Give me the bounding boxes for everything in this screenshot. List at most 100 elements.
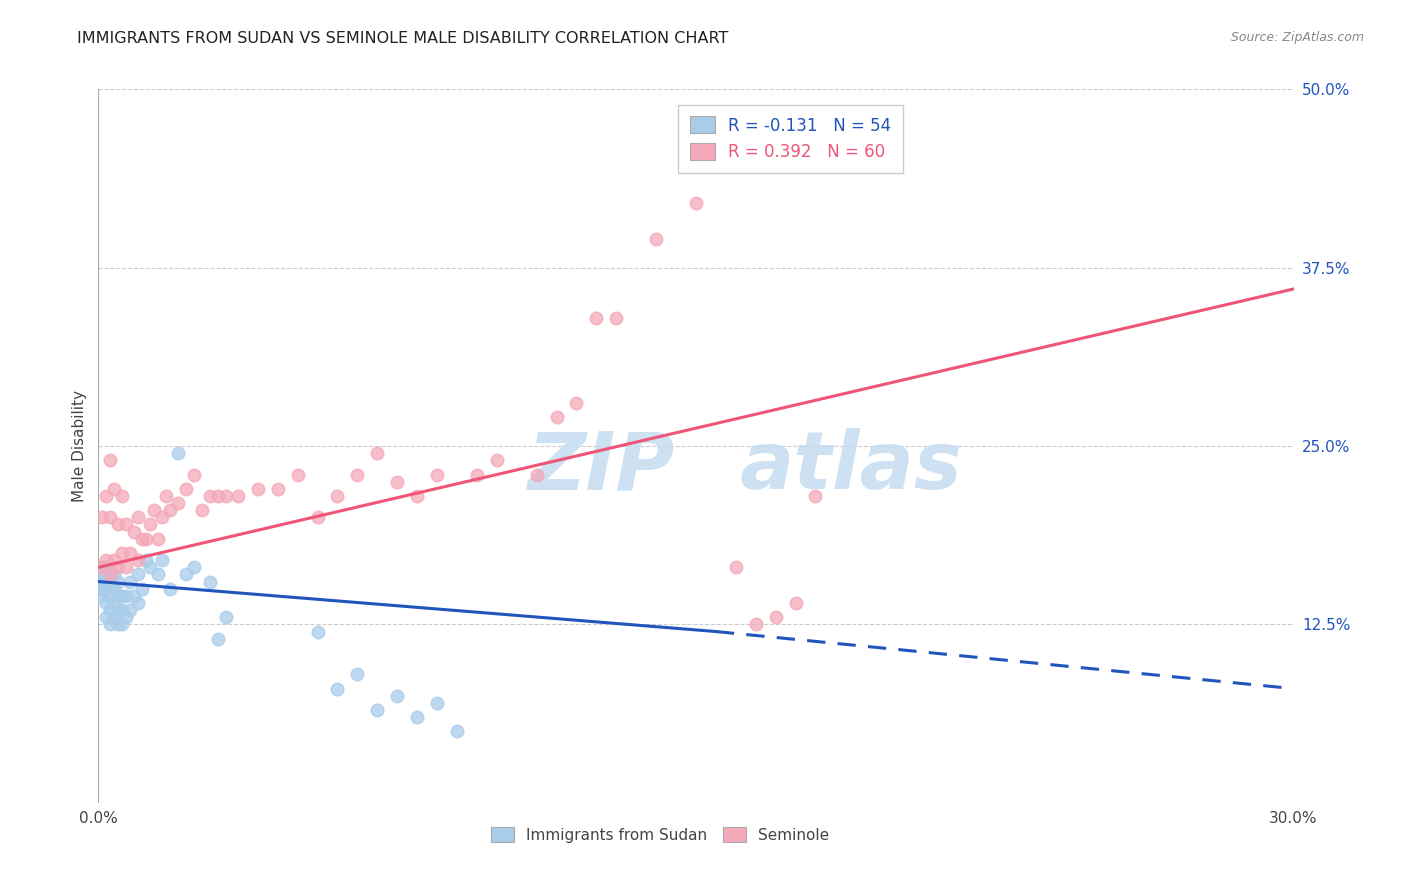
Point xyxy=(111,546,134,560)
Point xyxy=(385,475,409,489)
Point xyxy=(785,596,807,610)
Point xyxy=(326,681,349,696)
Point xyxy=(765,610,787,624)
Point xyxy=(96,567,118,582)
Point xyxy=(111,489,134,503)
Point xyxy=(605,310,627,325)
Point xyxy=(135,553,157,567)
Point xyxy=(98,567,122,582)
Point xyxy=(107,617,129,632)
Point xyxy=(91,589,114,603)
Point xyxy=(96,560,118,574)
Point xyxy=(135,532,157,546)
Point xyxy=(155,489,177,503)
Point xyxy=(406,710,429,724)
Point xyxy=(131,582,153,596)
Point xyxy=(107,560,129,574)
Point xyxy=(120,574,142,589)
Point xyxy=(115,560,138,574)
Point xyxy=(174,567,197,582)
Point xyxy=(127,567,149,582)
Point xyxy=(96,574,118,589)
Point xyxy=(120,603,142,617)
Point xyxy=(148,567,170,582)
Point xyxy=(207,489,229,503)
Point xyxy=(174,482,197,496)
Point xyxy=(287,467,309,482)
Point xyxy=(96,553,118,567)
Point xyxy=(246,482,269,496)
Point xyxy=(183,560,205,574)
Point xyxy=(465,467,488,482)
Point xyxy=(107,574,129,589)
Point xyxy=(103,582,125,596)
Point xyxy=(91,560,114,574)
Text: ZIP: ZIP xyxy=(527,428,673,507)
Point xyxy=(111,617,134,632)
Point xyxy=(91,510,114,524)
Point xyxy=(167,496,190,510)
Point xyxy=(191,503,214,517)
Point xyxy=(159,503,181,517)
Point xyxy=(366,446,388,460)
Point xyxy=(91,567,114,582)
Point xyxy=(115,610,138,624)
Legend: Immigrants from Sudan, Seminole: Immigrants from Sudan, Seminole xyxy=(485,821,835,848)
Point xyxy=(139,560,162,574)
Point xyxy=(346,667,368,681)
Point xyxy=(91,582,114,596)
Point xyxy=(120,546,142,560)
Point xyxy=(426,467,449,482)
Point xyxy=(98,574,122,589)
Point xyxy=(103,553,125,567)
Text: IMMIGRANTS FROM SUDAN VS SEMINOLE MALE DISABILITY CORRELATION CHART: IMMIGRANTS FROM SUDAN VS SEMINOLE MALE D… xyxy=(77,31,728,46)
Point xyxy=(127,510,149,524)
Point xyxy=(326,489,349,503)
Point xyxy=(98,589,122,603)
Point xyxy=(159,582,181,596)
Point xyxy=(406,489,429,503)
Point xyxy=(207,632,229,646)
Point xyxy=(115,589,138,603)
Point xyxy=(446,724,468,739)
Point xyxy=(267,482,290,496)
Point xyxy=(167,446,190,460)
Point xyxy=(346,467,368,482)
Point xyxy=(804,489,827,503)
Point xyxy=(98,603,122,617)
Point xyxy=(143,503,166,517)
Point xyxy=(103,610,125,624)
Point xyxy=(103,482,125,496)
Point xyxy=(426,696,449,710)
Point xyxy=(103,567,125,582)
Point xyxy=(745,617,768,632)
Point xyxy=(385,689,409,703)
Point xyxy=(215,489,238,503)
Point xyxy=(485,453,508,467)
Point xyxy=(565,396,588,410)
Point xyxy=(139,517,162,532)
Point xyxy=(98,453,122,467)
Point xyxy=(150,510,173,524)
Point xyxy=(704,111,727,125)
Point xyxy=(111,603,134,617)
Point xyxy=(198,574,221,589)
Point xyxy=(215,610,238,624)
Point xyxy=(150,553,173,567)
Text: Source: ZipAtlas.com: Source: ZipAtlas.com xyxy=(1230,31,1364,45)
Point xyxy=(307,624,329,639)
Point xyxy=(685,196,707,211)
Point xyxy=(724,560,747,574)
Point xyxy=(96,610,118,624)
Point xyxy=(124,589,146,603)
Point xyxy=(98,617,122,632)
Point xyxy=(526,467,548,482)
Point xyxy=(366,703,388,717)
Point xyxy=(107,517,129,532)
Point xyxy=(91,560,114,574)
Point xyxy=(127,596,149,610)
Point xyxy=(645,232,668,246)
Point xyxy=(96,582,118,596)
Point xyxy=(307,510,329,524)
Point xyxy=(96,489,118,503)
